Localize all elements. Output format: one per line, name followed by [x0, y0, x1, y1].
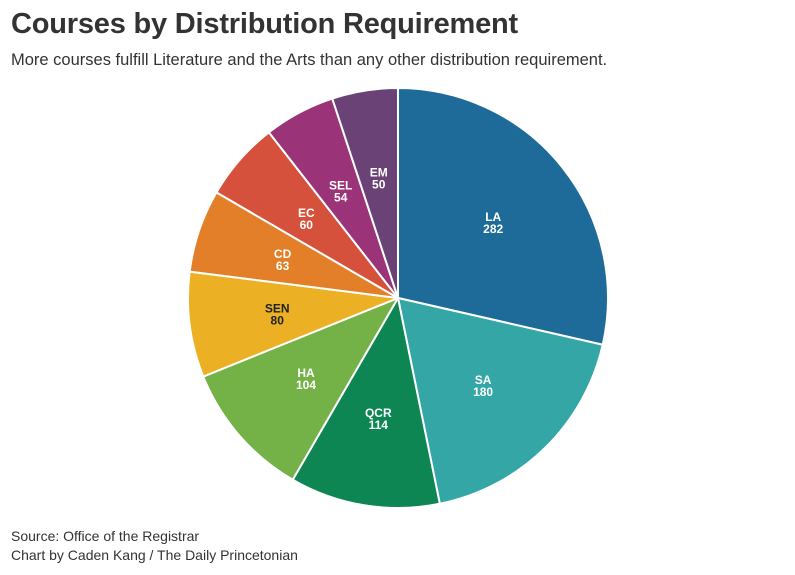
chart-subtitle: More courses fulfill Literature and the …	[11, 51, 608, 69]
pie-slice-qcr	[291, 297, 441, 509]
slice-label-qcr: QCR	[365, 406, 392, 420]
chart-source: Source: Office of the Registrar	[11, 528, 200, 544]
pie-slice-ha	[202, 297, 399, 481]
slice-label-sel: SEL	[329, 179, 352, 193]
slice-label-la: LA	[485, 210, 501, 224]
pie-slice-sa	[397, 297, 604, 505]
slice-value-sel: 54	[334, 191, 348, 205]
slice-label-ec: EC	[298, 206, 315, 220]
slice-value-qcr: 114	[369, 418, 389, 432]
slice-label-em: EM	[370, 166, 388, 180]
slice-value-sen: 80	[271, 314, 285, 328]
slice-value-ec: 60	[300, 218, 314, 232]
slice-label-cd: CD	[274, 247, 292, 261]
slice-value-em: 50	[372, 178, 386, 192]
slice-value-sa: 180	[473, 385, 493, 399]
slice-value-la: 282	[483, 222, 503, 236]
pie-slice-em	[331, 87, 399, 299]
slice-value-ha: 104	[296, 378, 316, 392]
slice-label-sen: SEN	[265, 302, 290, 316]
slice-value-cd: 63	[276, 259, 290, 273]
pie-slices	[187, 87, 609, 509]
chart-credit: Chart by Caden Kang / The Daily Princeto…	[11, 547, 298, 563]
pie-slice-la	[397, 87, 609, 346]
pie-slice-sen	[187, 270, 399, 378]
slice-label-ha: HA	[297, 366, 315, 380]
slice-label-sa: SA	[475, 373, 492, 387]
chart-title: Courses by Distribution Requirement	[11, 8, 519, 40]
